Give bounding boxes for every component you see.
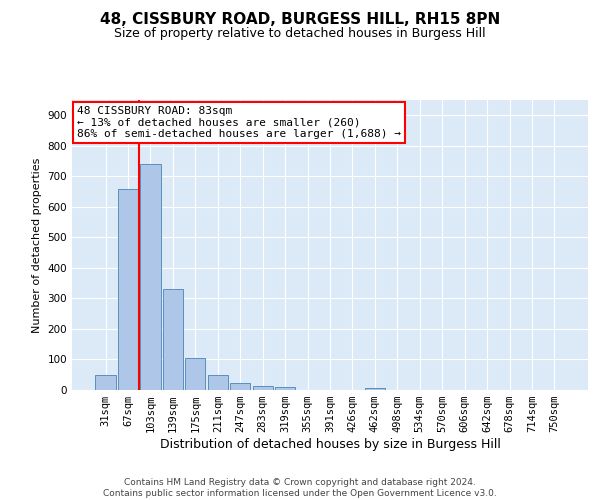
Bar [275,387,295,390]
Bar [365,388,385,390]
Bar [95,376,116,390]
Text: 48 CISSBURY ROAD: 83sqm
← 13% of detached houses are smaller (260)
86% of semi-d: 48 CISSBURY ROAD: 83sqm ← 13% of detache… [77,106,401,139]
X-axis label: Distribution of detached houses by size in Burgess Hill: Distribution of detached houses by size … [160,438,500,451]
Text: 48, CISSBURY ROAD, BURGESS HILL, RH15 8PN: 48, CISSBURY ROAD, BURGESS HILL, RH15 8P… [100,12,500,28]
Bar [208,376,228,390]
Bar [140,164,161,390]
Y-axis label: Number of detached properties: Number of detached properties [32,158,42,332]
Text: Contains HM Land Registry data © Crown copyright and database right 2024.
Contai: Contains HM Land Registry data © Crown c… [103,478,497,498]
Bar [118,188,138,390]
Text: Size of property relative to detached houses in Burgess Hill: Size of property relative to detached ho… [114,28,486,40]
Bar [185,358,205,390]
Bar [230,384,250,390]
Bar [163,290,183,390]
Bar [253,386,273,390]
